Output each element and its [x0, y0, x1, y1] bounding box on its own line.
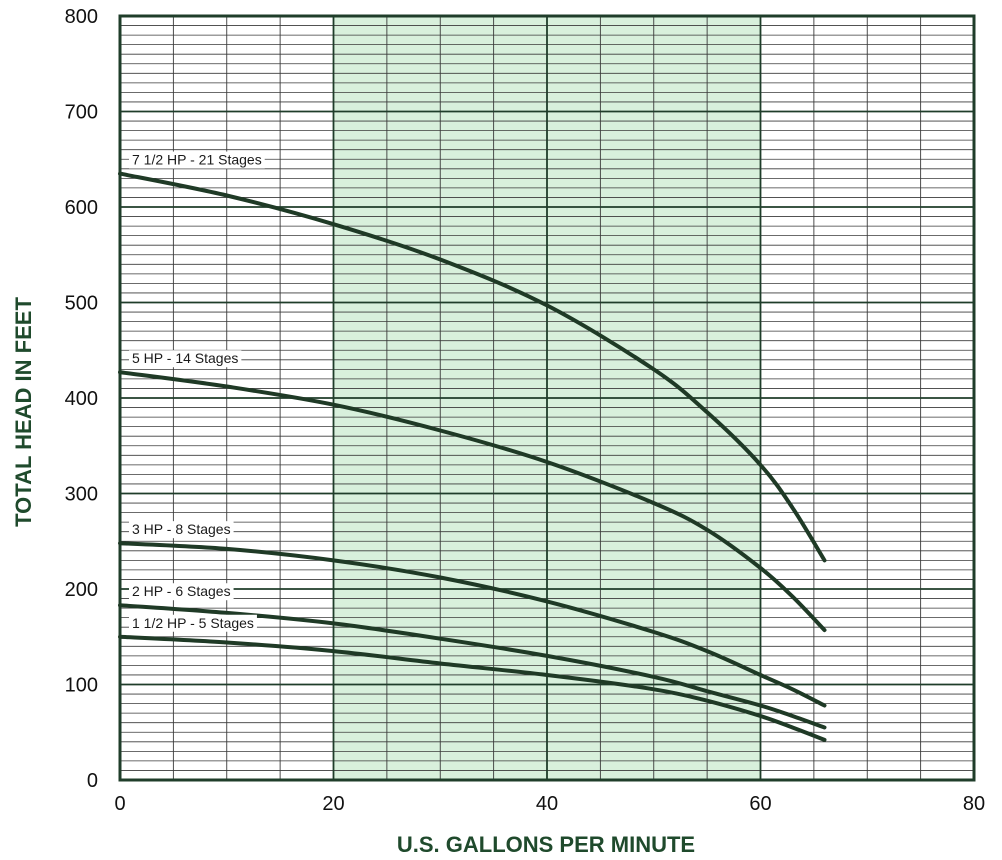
y-tick-label: 300 [65, 484, 98, 506]
curve-series-1 [118, 370, 827, 633]
x-tick-label: 60 [749, 793, 771, 815]
y-tick-labels: 0 100 200 300 400 500 600 700 800 [65, 6, 98, 792]
curve-series-3 [118, 603, 827, 730]
y-tick-label: 800 [65, 6, 98, 28]
x-tick-label: 80 [963, 793, 985, 815]
y-tick-label: 700 [65, 102, 98, 124]
plot-border [118, 14, 976, 782]
series-label-0: 7 1/2 HP - 21 Stages [132, 152, 262, 168]
y-axis-title: TOTAL HEAD IN FEET [11, 297, 36, 527]
x-tick-label: 20 [322, 793, 344, 815]
curve-series-4 [118, 634, 827, 742]
x-tick-label: 40 [536, 793, 558, 815]
y-tick-label: 200 [65, 579, 98, 601]
series-label-bg-3 [129, 583, 234, 601]
x-axis-title: U.S. GALLONS PER MINUTE [397, 832, 695, 857]
y-tick-label: 100 [65, 675, 98, 697]
x-tick-labels: 0 20 40 60 80 [114, 793, 985, 815]
series-label-1: 5 HP - 14 Stages [132, 350, 238, 366]
series-label-bg-1 [129, 350, 242, 368]
series-label-3: 2 HP - 6 Stages [132, 583, 231, 599]
series-labels: 7 1/2 HP - 21 Stages 5 HP - 14 Stages 3 HP… [129, 151, 265, 632]
y-tick-label: 400 [65, 388, 98, 410]
series-label-2: 3 HP - 8 Stages [132, 521, 231, 537]
y-tick-label: 500 [65, 293, 98, 315]
series-label-4: 1 1/2 HP - 5 Stages [132, 615, 254, 631]
plot-frame [118, 14, 976, 782]
curve-series-0 [118, 171, 827, 563]
x-tick-label: 0 [114, 793, 125, 815]
pump-curves [118, 171, 827, 742]
y-tick-label: 600 [65, 197, 98, 219]
curve-series-2 [118, 541, 827, 708]
series-label-bg-0 [129, 151, 265, 169]
series-label-bg-2 [129, 521, 234, 539]
y-tick-label: 0 [87, 770, 98, 792]
series-label-bg-4 [129, 614, 257, 632]
